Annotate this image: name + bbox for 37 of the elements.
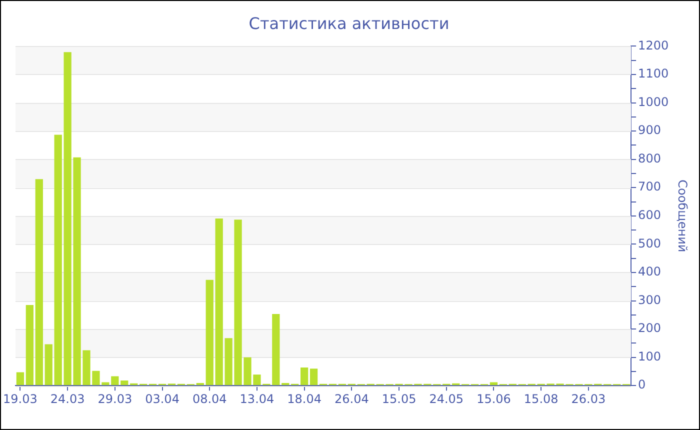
y-tick-label: 600	[638, 208, 661, 222]
x-tick-label: 24.05	[429, 392, 464, 406]
x-tick-label: 19.03	[3, 392, 38, 406]
y-tick-label: 300	[638, 292, 661, 307]
y-tick-label: 200	[638, 321, 661, 336]
chart-title: Статистика активности	[248, 14, 450, 33]
x-tick-label: 26.03	[571, 392, 606, 406]
y-tick-label: 500	[638, 236, 661, 250]
y-tick-label: 1200	[638, 38, 669, 52]
y-tick-label: 700	[638, 180, 661, 194]
x-tick-label: 15.06	[476, 392, 511, 406]
y-axis-title: Сообщений	[676, 180, 690, 252]
x-tick-label: 08.04	[192, 392, 227, 406]
bar	[26, 304, 34, 386]
bar	[16, 372, 24, 386]
x-tick-label: 29.03	[98, 392, 132, 406]
y-tick-label: 800	[638, 151, 661, 166]
bar	[310, 368, 318, 386]
x-tick-label: 18.04	[287, 392, 322, 406]
x-tick-label: 15.05	[382, 392, 416, 406]
y-tick-label: 100	[638, 349, 661, 364]
x-tick-label: 03.04	[145, 392, 180, 406]
bar	[206, 280, 214, 386]
bar	[300, 368, 308, 386]
bar	[44, 344, 52, 386]
x-tick-label: 15.08	[524, 392, 558, 406]
y-tick-label: 900	[638, 123, 661, 138]
bar	[120, 380, 128, 386]
x-tick-label: 24.03	[50, 392, 85, 406]
x-tick-label: 13.04	[240, 392, 274, 406]
bar	[490, 382, 498, 386]
x-tick-label: 26.04	[334, 392, 369, 406]
y-tick-label: 1100	[638, 66, 669, 81]
bar	[35, 179, 43, 386]
y-tick-label: 1000	[638, 94, 669, 109]
y-tick-label: 400	[638, 264, 661, 279]
y-tick-label: 0	[638, 378, 646, 392]
